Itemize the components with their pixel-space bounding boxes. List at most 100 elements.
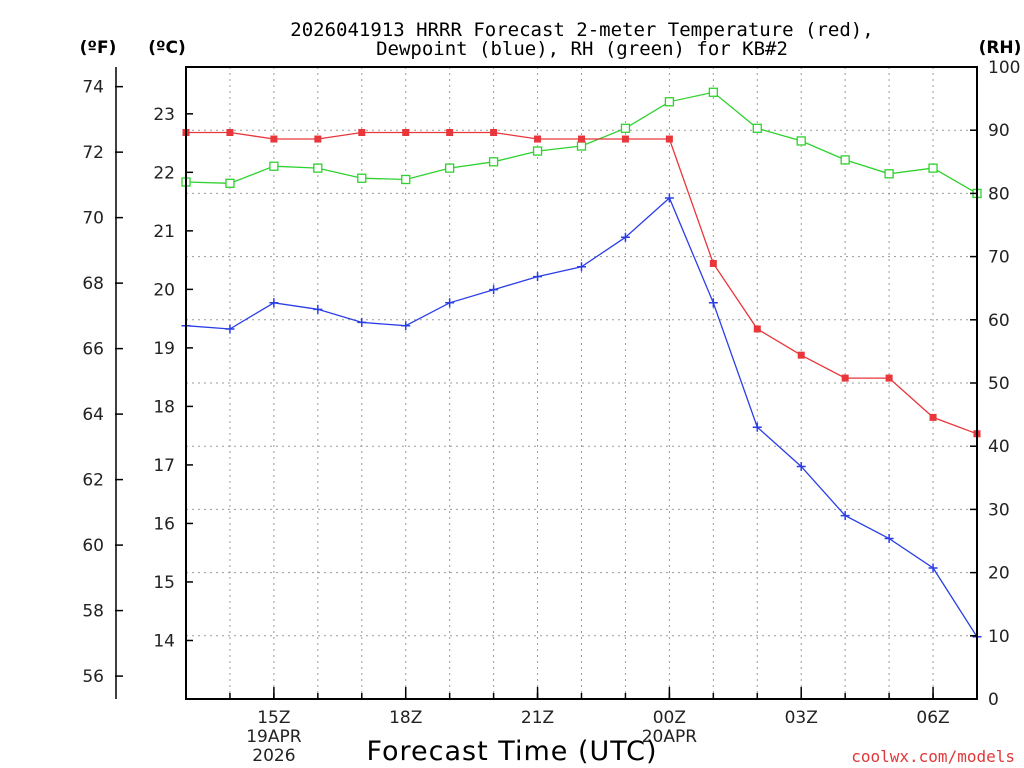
temperature-point: [929, 413, 937, 421]
fahrenheit-tick-label: 58: [82, 602, 104, 622]
dewpoint-point: [445, 298, 455, 308]
fahrenheit-tick-label: 74: [82, 78, 104, 98]
x-tick-label: 21Z: [521, 708, 554, 728]
rh-tick-label: 100: [988, 58, 1020, 78]
rh-point: [357, 173, 367, 183]
fahrenheit-unit-label: (ºF): [80, 38, 117, 58]
x-tick-label: 03Z: [785, 708, 818, 728]
rh-point: [884, 169, 894, 179]
x-tick-label: 00Z: [653, 708, 686, 728]
grid-lines: [186, 67, 977, 699]
temperature-point: [665, 135, 673, 143]
dewpoint-point: [489, 285, 499, 295]
chart-title-line-1: 2026041913 HRRR Forecast 2-meter Tempera…: [290, 19, 873, 41]
fahrenheit-tick-label: 70: [82, 209, 104, 229]
dewpoint-point: [928, 563, 938, 573]
x-tick-label: 15Z: [257, 708, 290, 728]
temperature-point: [534, 135, 542, 143]
temperature-point: [621, 135, 629, 143]
celsius-tick-label: 17: [153, 456, 175, 476]
dewpoint-point: [840, 511, 850, 521]
rh-point: [752, 123, 762, 133]
rh-tick-label: 80: [988, 184, 1010, 204]
rh-point: [401, 174, 411, 185]
dewpoint-point: [664, 193, 674, 203]
dewpoint-point: [620, 232, 630, 242]
temperature-point: [797, 351, 805, 359]
rh-tick-label: 0: [988, 690, 999, 710]
rh-point: [840, 155, 850, 165]
temperature-point: [270, 135, 278, 143]
temperature-point: [578, 135, 585, 143]
rh-tick-label: 30: [988, 500, 1010, 520]
dewpoint-point: [708, 298, 718, 308]
temperature-point: [841, 374, 849, 382]
series-rh: [181, 87, 982, 199]
celsius-unit-label: (ºC): [148, 38, 186, 58]
temperature-point: [753, 325, 761, 333]
celsius-tick-label: 18: [153, 397, 175, 417]
celsius-tick-label: 14: [153, 631, 175, 651]
fahrenheit-tick-label: 64: [82, 405, 104, 425]
rh-point: [269, 161, 279, 171]
chart-title-line-2: Dewpoint (blue), RH (green) for KB#2: [376, 38, 788, 60]
rh-point: [928, 163, 938, 173]
dewpoint-point: [577, 262, 586, 272]
x-axis-title: Forecast Time (UTC): [366, 736, 657, 767]
temperature-point: [402, 128, 410, 136]
rh-point: [225, 178, 235, 188]
temperature-point: [358, 128, 366, 136]
rh-tick-label: 10: [988, 627, 1010, 647]
celsius-tick-label: 16: [153, 514, 175, 534]
x-tick-label: 18Z: [389, 708, 422, 728]
fahrenheit-tick-label: 62: [82, 471, 104, 491]
fahrenheit-tick-label: 68: [82, 274, 104, 294]
temperature-point: [490, 128, 498, 136]
rh-point: [576, 141, 587, 151]
rh-tick-label: 90: [988, 121, 1010, 141]
rh-unit-label: (RH): [979, 38, 1022, 58]
dewpoint-point: [269, 298, 279, 308]
celsius-tick-label: 21: [153, 222, 175, 242]
dewpoint-point: [401, 321, 411, 331]
dewpoint-point: [313, 304, 323, 314]
temperature-point: [226, 128, 234, 136]
chart-axes: 56 58 60 62 64 66 68 70 72 74 14 15 16 17 18 19 20 21 22 23…: [82, 58, 1020, 766]
rh-point: [796, 136, 806, 146]
dewpoint-point: [357, 317, 367, 327]
rh-point: [664, 97, 675, 107]
celsius-tick-label: 15: [153, 573, 175, 593]
x-tick-label: 19APR: [246, 727, 302, 747]
rh-tick-label: 20: [988, 564, 1010, 584]
rh-point: [708, 87, 718, 97]
temperature-point: [885, 374, 893, 382]
x-tick-label: 2026: [252, 746, 295, 766]
dewpoint-point: [533, 272, 543, 282]
rh-point: [445, 163, 455, 173]
celsius-tick-label: 20: [153, 280, 175, 300]
celsius-tick-label: 19: [153, 339, 175, 359]
temperature-point: [446, 128, 454, 136]
rh-point: [620, 123, 631, 133]
data-series: [181, 87, 982, 642]
rh-point: [532, 146, 543, 156]
dewpoint-point: [225, 324, 235, 334]
x-tick-label: 06Z: [916, 708, 949, 728]
dewpoint-point: [752, 422, 762, 432]
dewpoint-point: [884, 534, 894, 544]
fahrenheit-tick-label: 72: [82, 143, 104, 163]
celsius-tick-label: 22: [153, 163, 175, 183]
temperature-point: [314, 135, 322, 143]
fahrenheit-tick-label: 66: [82, 340, 104, 360]
rh-tick-label: 40: [988, 437, 1010, 457]
x-tick-label: 20APR: [642, 727, 698, 747]
temperature-point: [709, 259, 717, 267]
dewpoint-point: [796, 462, 806, 472]
celsius-tick-label: 23: [153, 105, 175, 125]
rh-tick-label: 70: [988, 248, 1010, 268]
rh-tick-label: 50: [988, 374, 1010, 394]
fahrenheit-tick-label: 56: [82, 667, 104, 687]
rh-tick-label: 60: [988, 311, 1010, 331]
credit-text: coolwx.com/models: [851, 747, 1015, 766]
